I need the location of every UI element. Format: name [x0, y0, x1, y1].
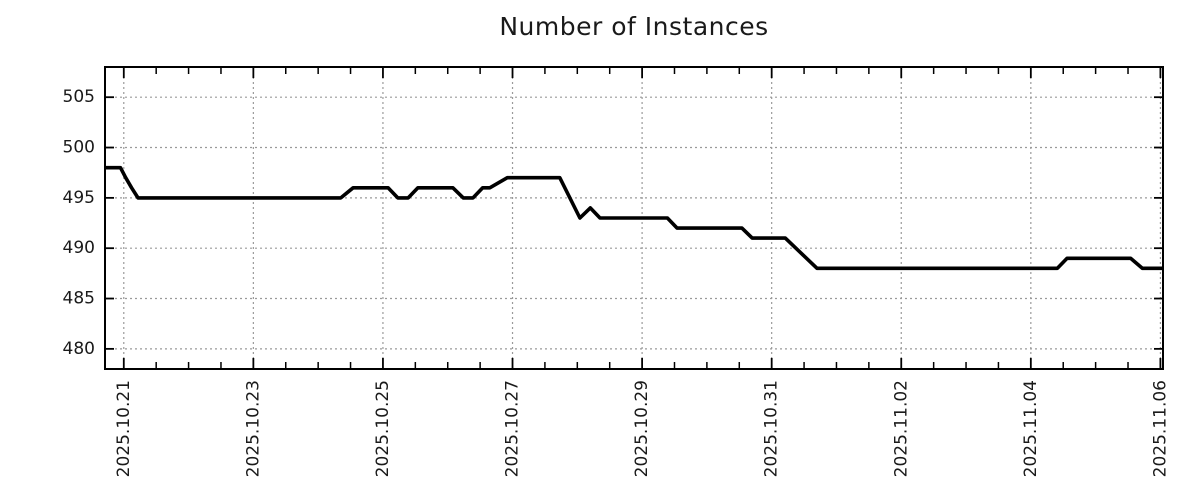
series-line-instances — [105, 165, 1163, 271]
x-tick-label: 2025.10.29 — [632, 380, 652, 477]
y-tick-label: 480 — [63, 339, 95, 359]
x-tick-label: 2025.11.06 — [1150, 380, 1170, 477]
y-tick-label: 495 — [63, 188, 95, 208]
x-tick-label: 2025.10.23 — [243, 380, 263, 477]
x-tick-label: 2025.10.25 — [373, 380, 393, 477]
x-tick-label: 2025.10.21 — [114, 380, 134, 477]
plot-frame — [104, 66, 1164, 370]
y-tick-label: 505 — [63, 87, 95, 107]
x-tick-label: 2025.11.04 — [1021, 380, 1041, 477]
chart-title: Number of Instances — [499, 12, 769, 41]
x-tick-label: 2025.11.02 — [891, 380, 911, 477]
x-tick-label: 2025.10.31 — [762, 380, 782, 477]
x-tick-label: 2025.10.27 — [503, 380, 523, 477]
y-tick-label: 490 — [63, 238, 95, 258]
y-tick-label: 500 — [63, 138, 95, 158]
y-tick-label: 485 — [63, 289, 95, 309]
